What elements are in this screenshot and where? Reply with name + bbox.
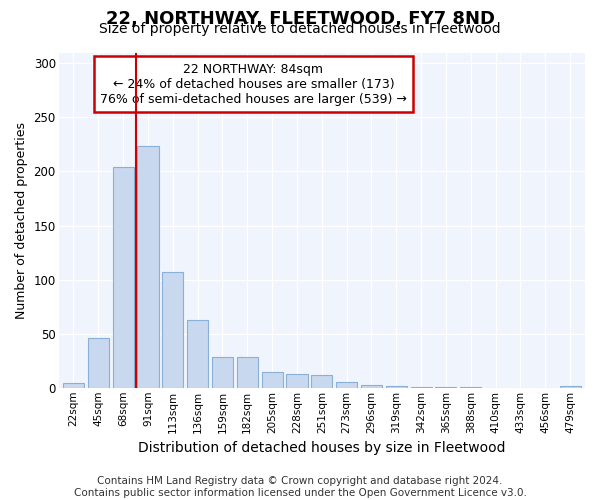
- Bar: [286, 374, 308, 388]
- Bar: [560, 386, 581, 388]
- Text: 22 NORTHWAY: 84sqm
← 24% of detached houses are smaller (173)
76% of semi-detach: 22 NORTHWAY: 84sqm ← 24% of detached hou…: [100, 62, 407, 106]
- Bar: [436, 386, 457, 388]
- Y-axis label: Number of detached properties: Number of detached properties: [15, 122, 28, 318]
- Bar: [237, 358, 258, 388]
- Bar: [410, 386, 431, 388]
- Bar: [187, 320, 208, 388]
- Bar: [88, 338, 109, 388]
- Text: 22, NORTHWAY, FLEETWOOD, FY7 8ND: 22, NORTHWAY, FLEETWOOD, FY7 8ND: [106, 10, 494, 28]
- Bar: [113, 167, 134, 388]
- Text: Size of property relative to detached houses in Fleetwood: Size of property relative to detached ho…: [99, 22, 501, 36]
- Bar: [361, 384, 382, 388]
- Bar: [460, 386, 481, 388]
- Bar: [212, 358, 233, 388]
- Bar: [137, 146, 158, 388]
- Bar: [262, 372, 283, 388]
- Bar: [162, 272, 184, 388]
- Bar: [311, 375, 332, 388]
- Bar: [386, 386, 407, 388]
- Bar: [336, 382, 357, 388]
- X-axis label: Distribution of detached houses by size in Fleetwood: Distribution of detached houses by size …: [138, 441, 506, 455]
- Text: Contains HM Land Registry data © Crown copyright and database right 2024.
Contai: Contains HM Land Registry data © Crown c…: [74, 476, 526, 498]
- Bar: [63, 384, 84, 388]
